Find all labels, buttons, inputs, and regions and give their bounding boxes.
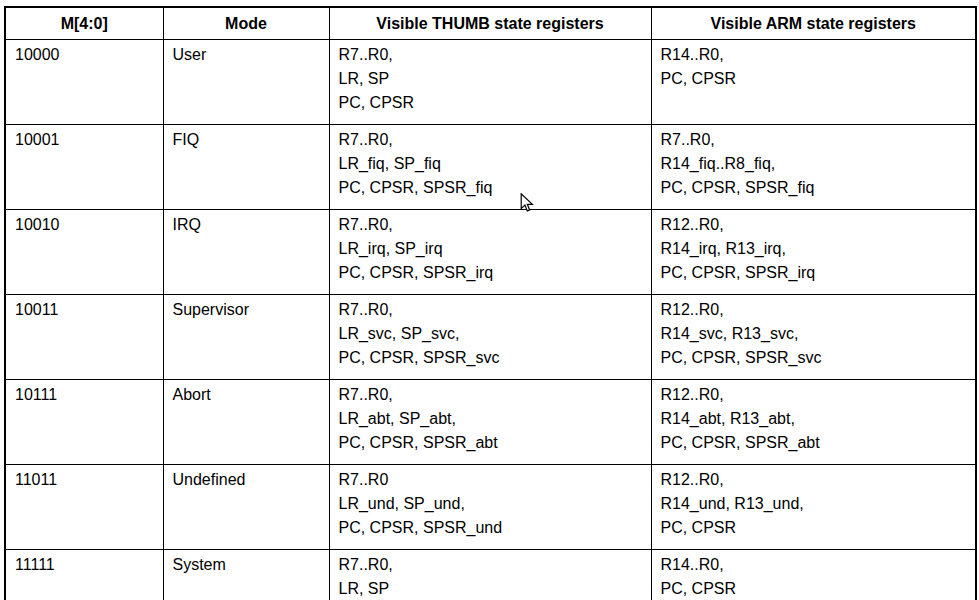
table-row: 10111 Abort R7..R0, LR_abt, SP_abt, PC, … <box>5 380 976 465</box>
table-row: 10010 IRQ R7..R0, LR_irq, SP_irq PC, CPS… <box>5 210 976 295</box>
column-header-mode: Mode <box>163 7 329 40</box>
cell-m40: 10111 <box>5 380 163 465</box>
cell-thumb-registers: R7..R0, LR_fiq, SP_fiq PC, CPSR, SPSR_fi… <box>329 125 651 210</box>
cell-thumb-registers: R7..R0, LR_abt, SP_abt, PC, CPSR, SPSR_a… <box>329 380 651 465</box>
cell-mode: FIQ <box>163 125 329 210</box>
cell-arm-registers: R14..R0, PC, CPSR <box>651 550 976 600</box>
cell-mode: IRQ <box>163 210 329 295</box>
column-header-thumb-registers: Visible THUMB state registers <box>329 7 651 40</box>
cell-arm-registers: R12..R0, R14_irq, R13_irq, PC, CPSR, SPS… <box>651 210 976 295</box>
cell-thumb-registers: R7..R0, LR_svc, SP_svc, PC, CPSR, SPSR_s… <box>329 295 651 380</box>
cell-thumb-registers: R7..R0, LR, SP PC, CPSR <box>329 40 651 125</box>
column-header-m40: M[4:0] <box>5 7 163 40</box>
cell-m40: 10011 <box>5 295 163 380</box>
table-row: 11011 Undefined R7..R0 LR_und, SP_und, P… <box>5 465 976 550</box>
cell-m40: 11111 <box>5 550 163 600</box>
cell-mode: Undefined <box>163 465 329 550</box>
cell-m40: 10001 <box>5 125 163 210</box>
cell-thumb-registers: R7..R0 LR_und, SP_und, PC, CPSR, SPSR_un… <box>329 465 651 550</box>
table-header-row: M[4:0] Mode Visible THUMB state register… <box>5 7 976 40</box>
cell-m40: 11011 <box>5 465 163 550</box>
cell-arm-registers: R7..R0, R14_fiq..R8_fiq, PC, CPSR, SPSR_… <box>651 125 976 210</box>
cell-arm-registers: R12..R0, R14_abt, R13_abt, PC, CPSR, SPS… <box>651 380 976 465</box>
mode-registers-table: M[4:0] Mode Visible THUMB state register… <box>4 6 977 600</box>
table-row: 10000 User R7..R0, LR, SP PC, CPSR R14..… <box>5 40 976 125</box>
cell-mode: User <box>163 40 329 125</box>
table-row: 10001 FIQ R7..R0, LR_fiq, SP_fiq PC, CPS… <box>5 125 976 210</box>
table-row: 11111 System R7..R0, LR, SP PC, CPSR R14… <box>5 550 976 600</box>
cell-arm-registers: R12..R0, R14_und, R13_und, PC, CPSR <box>651 465 976 550</box>
column-header-arm-registers: Visible ARM state registers <box>651 7 976 40</box>
cell-arm-registers: R12..R0, R14_svc, R13_svc, PC, CPSR, SPS… <box>651 295 976 380</box>
cell-mode: Abort <box>163 380 329 465</box>
table-row: 10011 Supervisor R7..R0, LR_svc, SP_svc,… <box>5 295 976 380</box>
cell-mode: Supervisor <box>163 295 329 380</box>
cell-arm-registers: R14..R0, PC, CPSR <box>651 40 976 125</box>
document-page: M[4:0] Mode Visible THUMB state register… <box>0 0 979 600</box>
cell-thumb-registers: R7..R0, LR, SP PC, CPSR <box>329 550 651 600</box>
cell-mode: System <box>163 550 329 600</box>
cell-thumb-registers: R7..R0, LR_irq, SP_irq PC, CPSR, SPSR_ir… <box>329 210 651 295</box>
cell-m40: 10000 <box>5 40 163 125</box>
cell-m40: 10010 <box>5 210 163 295</box>
